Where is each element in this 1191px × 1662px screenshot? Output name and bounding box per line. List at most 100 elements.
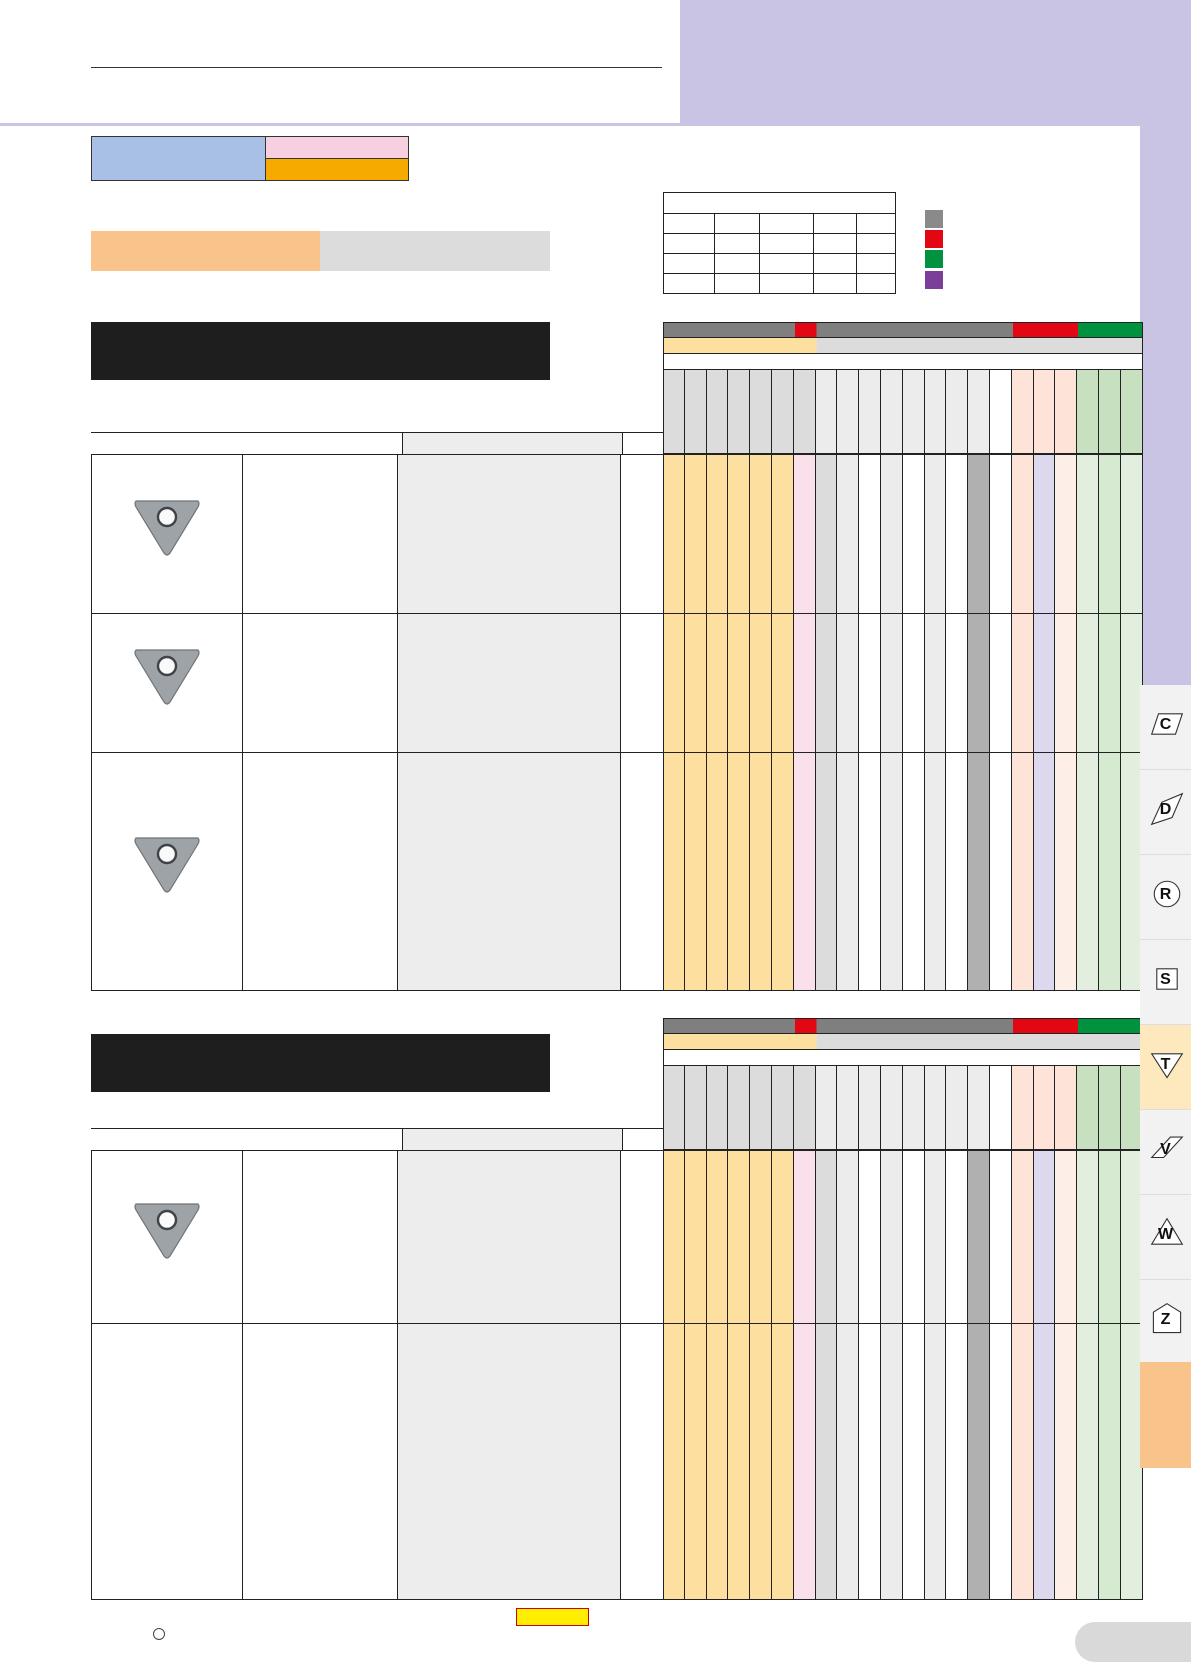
grade-cell [793, 752, 816, 990]
grade-cell [750, 1150, 772, 1323]
grade-cell [968, 752, 990, 990]
grade-cell [663, 752, 685, 990]
grade-column-header [1055, 370, 1078, 454]
grade-cell [706, 1323, 729, 1599]
grade-cell [990, 1150, 1012, 1323]
grade-column-header [859, 1066, 881, 1150]
grade-cell [1011, 1150, 1034, 1323]
grade-column-header [772, 1066, 794, 1150]
shape-tab-v[interactable]: V [1140, 1110, 1191, 1195]
triangle-icon [1150, 1053, 1184, 1079]
shape-tab-z[interactable]: Z [1140, 1280, 1191, 1365]
grade-cell [684, 752, 707, 990]
grade-column-header [946, 370, 969, 454]
grade-cell [1033, 1150, 1056, 1323]
grade-cell [837, 1323, 860, 1599]
grade-cell [924, 752, 947, 990]
section-header-1 [91, 322, 550, 380]
grade-cell [815, 613, 838, 752]
grade-cell [990, 752, 1012, 990]
grade-cell [772, 613, 794, 752]
rhombus-icon [1150, 792, 1184, 826]
grade-column-header [793, 1066, 816, 1150]
grade-column-header [706, 1066, 729, 1150]
grade-header-group-bar [663, 322, 1143, 338]
grade-cell [968, 454, 990, 613]
footer-marker [516, 1608, 589, 1626]
parallelogram-icon [1150, 713, 1184, 735]
legend-swatch-green [925, 250, 943, 268]
grade-column-header [881, 1066, 903, 1150]
grade-column-header [837, 1066, 860, 1150]
grade-cell [663, 454, 685, 613]
grade-column-header [815, 370, 838, 454]
grade-cell [881, 1323, 903, 1599]
grade-header-blank-bar [663, 354, 1143, 370]
grade-column-header [684, 370, 707, 454]
grade-cell [663, 613, 685, 752]
grade-cell [706, 1150, 729, 1323]
grade-cell [902, 454, 925, 613]
grade-cell [1011, 613, 1034, 752]
grade-cell [1055, 454, 1078, 613]
grade-cell [990, 613, 1012, 752]
grade-column-header [1099, 1066, 1121, 1150]
grade-cell [815, 454, 838, 613]
grade-cell [902, 613, 925, 752]
page-border [0, 123, 1140, 126]
grade-cell [684, 454, 707, 613]
grade-cell [990, 1323, 1012, 1599]
grade-cell [902, 752, 925, 990]
grade-column-header [902, 370, 925, 454]
shape-tab-letter: W [1157, 1226, 1174, 1243]
grade-cell [924, 1323, 947, 1599]
grade-cell [728, 613, 751, 752]
grade-column-header [750, 1066, 772, 1150]
grade-cell [728, 1323, 751, 1599]
grade-column-header [946, 1066, 969, 1150]
grade-cell [684, 613, 707, 752]
grade-column-header [1011, 1066, 1034, 1150]
grade-cell [772, 454, 794, 613]
grade-cell [750, 454, 772, 613]
grade-cell [815, 1323, 838, 1599]
shape-tab-w[interactable]: W [1140, 1195, 1191, 1280]
grade-column-header [663, 1066, 685, 1150]
grade-cell [1120, 454, 1143, 613]
shape-tab-letter: Z [1160, 1311, 1171, 1328]
grade-cell [793, 1323, 816, 1599]
grade-header-sub-bar [663, 338, 1143, 354]
shape-tab-r[interactable]: R [1140, 855, 1191, 940]
shape-tab-s[interactable]: S [1140, 940, 1191, 1025]
grade-cell [815, 1150, 838, 1323]
grade-column-header [859, 370, 881, 454]
grade-cell [750, 1323, 772, 1599]
grade-cell [663, 1150, 685, 1323]
grade-cell [1120, 613, 1143, 752]
table-row [91, 1323, 663, 1599]
grade-column-header [684, 1066, 707, 1150]
grade-cell [924, 1150, 947, 1323]
shape-tab-d[interactable]: D [1140, 770, 1191, 855]
table-row [91, 613, 663, 752]
grade-column-header [1033, 370, 1056, 454]
grade-cell [990, 454, 1012, 613]
grade-cell [706, 454, 729, 613]
grade-box-blue [91, 136, 266, 181]
grade-column-header [924, 370, 947, 454]
shape-tab-letter: V [1160, 1141, 1171, 1158]
grade-cell [728, 752, 751, 990]
grade-cell [946, 454, 969, 613]
shape-tab-c[interactable]: C [1140, 685, 1191, 770]
triangle-insert-1-icon [134, 499, 200, 556]
header-band [680, 0, 1191, 125]
grade-cell [772, 1150, 794, 1323]
shape-tab-t[interactable]: T [1140, 1025, 1191, 1110]
trigon-icon [1150, 1217, 1184, 1245]
grade-cell [881, 454, 903, 613]
grade-column-header [706, 370, 729, 454]
grade-column-header [663, 370, 685, 454]
shape-tab-letter: R [1159, 886, 1172, 903]
grade-cell [728, 454, 751, 613]
grade-column-header [1077, 370, 1099, 454]
